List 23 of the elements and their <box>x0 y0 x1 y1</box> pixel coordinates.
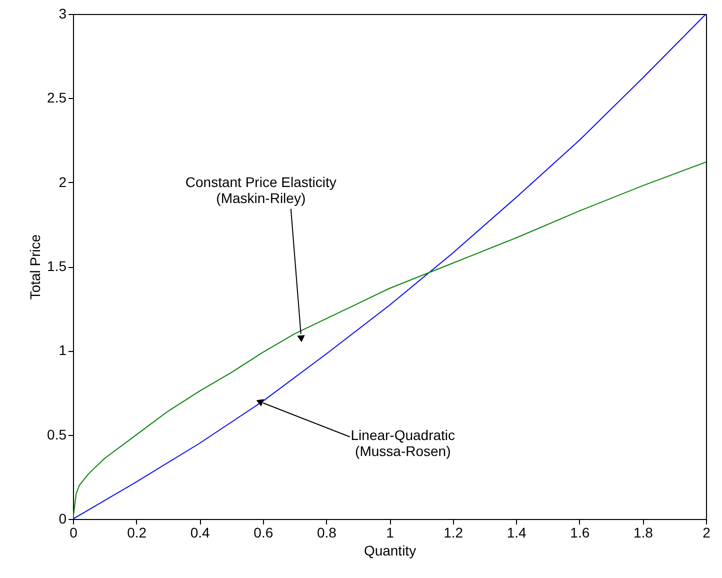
y-tick-label: 2.5 <box>47 90 67 106</box>
annotation: Constant Price Elasticity (Maskin-Riley) <box>185 174 336 206</box>
x-tick-label: 1.8 <box>633 524 654 540</box>
y-tick-label: 0 <box>58 510 67 526</box>
x-tick-label: 0 <box>70 524 78 540</box>
x-tick-label: 1.6 <box>570 524 590 540</box>
x-tick-label: 1 <box>386 524 394 540</box>
line-series <box>73 162 706 519</box>
y-axis-title: Total Price <box>27 234 44 300</box>
x-axis-title: Quantity <box>364 542 416 558</box>
y-tick-label: 1 <box>58 342 67 358</box>
x-tick-label: 0.4 <box>190 524 210 540</box>
y-tick-label: 2 <box>58 174 67 190</box>
x-tick-label: 2 <box>702 524 711 540</box>
x-tick-label: 1.4 <box>506 524 527 540</box>
annotation: Linear-Quadratic (Mussa-Rosen) <box>350 426 456 459</box>
y-tick-label: 0.5 <box>47 426 67 442</box>
x-tick-label: 1.2 <box>444 524 464 540</box>
x-tick-label: 0.8 <box>316 524 337 540</box>
x-tick-label: 0.6 <box>254 524 274 540</box>
y-tick-label: 1.5 <box>47 258 67 274</box>
y-tick-label: 3 <box>58 6 67 22</box>
x-tick-label: 0.2 <box>127 524 147 540</box>
